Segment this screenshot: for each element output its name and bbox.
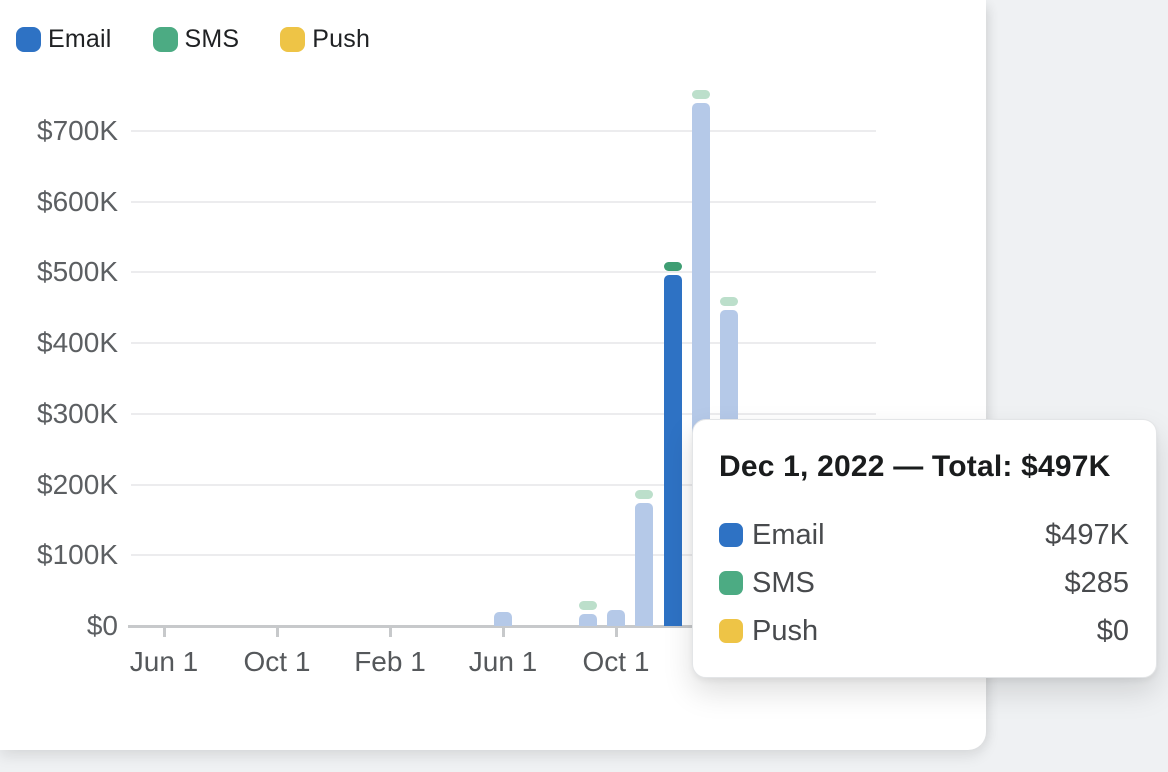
tooltip-row-email: Email $497K	[719, 511, 1129, 559]
y-axis-label: $300K	[37, 397, 118, 429]
x-axis-label: Oct 1	[582, 646, 650, 677]
chart-tooltip: Dec 1, 2022 — Total: $497K Email $497K SMS…	[692, 419, 1157, 678]
x-axis-tick	[275, 628, 279, 637]
tooltip-swatch-icon	[719, 523, 743, 547]
x-axis-label: Feb 1	[354, 646, 426, 677]
x-axis-tick	[388, 628, 392, 637]
tooltip-title: Dec 1, 2022 — Total: $497K	[719, 450, 1111, 483]
legend-swatch-icon	[152, 27, 178, 52]
gridline-$400K	[131, 342, 876, 345]
legend-label: SMS	[184, 25, 240, 53]
tooltip-series-value: $497K	[1045, 518, 1129, 551]
bar-oct-1-2022[interactable]	[607, 610, 625, 626]
gridline-$200K	[131, 483, 876, 486]
tooltip-row-sms: SMS $285	[719, 559, 1129, 607]
x-axis-tick	[162, 628, 166, 637]
x-axis-tick	[501, 628, 505, 637]
tooltip-series-label: SMS	[752, 566, 815, 599]
tooltip-series-label: Email	[752, 518, 825, 551]
y-axis-label: $0	[86, 610, 118, 641]
y-axis-label: $600K	[37, 185, 118, 217]
tooltip-swatch-icon	[719, 571, 743, 595]
legend-item-email: Email	[16, 25, 112, 54]
x-axis-tick	[614, 628, 618, 637]
bar-jun-1-2022[interactable]	[494, 611, 512, 626]
tooltip-swatch-icon	[719, 619, 743, 643]
y-axis-label: $500K	[37, 256, 118, 288]
legend-label: Email	[48, 25, 112, 53]
tooltip-row-push: Push $0	[719, 607, 1129, 655]
bar-sms-cap[interactable]	[578, 600, 597, 610]
legend-label: Push	[312, 25, 371, 53]
chart-legend: Email SMS Push	[16, 25, 411, 54]
y-axis-label: $200K	[37, 468, 118, 500]
y-axis-label: $100K	[37, 539, 118, 571]
bar-dec-1-2022[interactable]	[663, 274, 682, 626]
bar-sms-cap[interactable]	[691, 89, 710, 99]
y-axis-label: $400K	[37, 327, 118, 359]
x-axis-label: Jun 1	[468, 646, 538, 677]
gridline-$600K	[131, 200, 876, 203]
gridline-$100K	[131, 554, 876, 557]
legend-item-push: Push	[280, 25, 370, 54]
chart-card: Email SMS Push $700K $600K $500K $400K $300K $2…	[0, 0, 986, 750]
tooltip-series-label: Push	[752, 614, 819, 647]
tooltip-rows: Email $497K SMS $285 Push $0	[719, 511, 1129, 655]
tooltip-series-value: $0	[1096, 614, 1129, 647]
legend-item-sms: SMS	[152, 25, 240, 54]
bar-nov-1-2022[interactable]	[635, 502, 654, 626]
x-axis-line	[128, 625, 876, 628]
bar-sep-1-2022[interactable]	[578, 613, 597, 626]
gridline-$300K	[131, 412, 876, 415]
gridline-$500K	[131, 271, 876, 274]
legend-swatch-icon	[16, 27, 41, 52]
bar-sms-cap[interactable]	[663, 261, 682, 271]
x-axis-label: Jun 1	[129, 646, 199, 677]
bar-sms-cap[interactable]	[635, 489, 654, 499]
legend-swatch-icon	[280, 27, 306, 52]
gridline-$700K	[131, 130, 876, 133]
y-axis-label: $700K	[37, 115, 118, 147]
bar-sms-cap[interactable]	[720, 296, 738, 306]
x-axis-label: Oct 1	[243, 646, 311, 677]
tooltip-series-value: $285	[1064, 566, 1129, 599]
